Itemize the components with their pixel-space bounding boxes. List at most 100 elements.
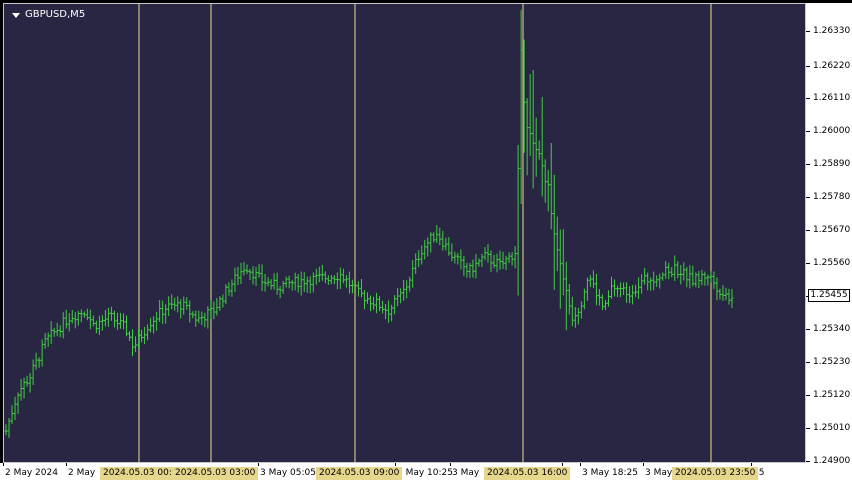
price-tick bbox=[806, 362, 810, 363]
symbol-label: GBPUSD,M5 bbox=[25, 9, 86, 20]
ohlc-bar bbox=[405, 280, 409, 299]
price-tick bbox=[806, 230, 810, 231]
ohlc-bar bbox=[706, 274, 710, 286]
ohlc-bar bbox=[25, 375, 29, 387]
ohlc-bar bbox=[676, 261, 680, 279]
ohlc-bar bbox=[682, 262, 686, 281]
ohlc-bar bbox=[634, 284, 638, 297]
ohlc-bar bbox=[552, 174, 556, 290]
ohlc-bar bbox=[359, 279, 363, 298]
triangle-down-icon[interactable] bbox=[12, 12, 20, 18]
ohlc-bar bbox=[137, 328, 141, 349]
price-tick bbox=[806, 395, 810, 396]
ohlc-bar bbox=[600, 294, 604, 311]
ohlc-bar bbox=[655, 275, 659, 287]
ohlc-bar bbox=[49, 321, 53, 344]
price-chart[interactable] bbox=[4, 4, 805, 462]
ohlc-bar bbox=[465, 262, 469, 278]
time-label: 2 May 2024 bbox=[5, 468, 58, 478]
time-tick bbox=[450, 463, 451, 466]
ohlc-bar bbox=[338, 267, 342, 289]
ohlc-bar bbox=[134, 336, 138, 352]
ohlc-bar bbox=[522, 39, 526, 153]
ohlc-bar bbox=[724, 287, 728, 301]
ohlc-bar bbox=[350, 279, 354, 294]
ohlc-bar bbox=[727, 288, 731, 305]
ohlc-bar bbox=[308, 276, 312, 294]
ohlc-bar bbox=[149, 317, 153, 333]
vertical-line-label[interactable]: 2024.05.03 23:50 bbox=[672, 467, 759, 480]
ohlc-bar bbox=[447, 237, 451, 256]
ohlc-bar bbox=[365, 292, 369, 304]
ohlc-bar bbox=[616, 285, 620, 298]
ohlc-bar bbox=[697, 271, 701, 289]
ohlc-bar bbox=[679, 264, 683, 285]
time-tick bbox=[643, 463, 644, 466]
ohlc-bar bbox=[670, 267, 674, 278]
ohlc-bar bbox=[272, 273, 276, 290]
ohlc-bar bbox=[399, 288, 403, 304]
ohlc-bar bbox=[82, 311, 86, 318]
ohlc-bar bbox=[115, 312, 119, 330]
ohlc-bar bbox=[341, 268, 345, 284]
time-label: 3 May 18:25 bbox=[582, 468, 638, 478]
price-tick bbox=[806, 263, 810, 264]
ohlc-bar bbox=[64, 309, 68, 329]
ohlc-bar bbox=[179, 299, 183, 319]
ohlc-bar bbox=[353, 282, 357, 293]
ohlc-bar bbox=[555, 216, 559, 272]
symbol-dropdown[interactable]: GBPUSD,M5 bbox=[12, 9, 85, 21]
time-tick bbox=[751, 463, 752, 466]
ohlc-bar bbox=[194, 310, 198, 327]
ohlc-bar bbox=[167, 296, 171, 316]
vertical-line-label[interactable]: 2024.05.03 03:00 bbox=[172, 467, 259, 480]
ohlc-bar bbox=[118, 312, 122, 329]
ohlc-bar bbox=[206, 306, 210, 329]
price-tick bbox=[806, 197, 810, 198]
ohlc-bar bbox=[332, 274, 336, 285]
ohlc-bar bbox=[426, 237, 430, 257]
vertical-line-label[interactable]: 2024.05.03 09:00 bbox=[316, 467, 403, 480]
ohlc-bar bbox=[326, 275, 330, 285]
ohlc-bar bbox=[474, 253, 478, 279]
ohlc-bar bbox=[356, 281, 360, 297]
price-tick bbox=[806, 98, 810, 99]
ohlc-bar bbox=[477, 258, 481, 267]
ohlc-bar bbox=[441, 231, 445, 251]
time-label: 3 May bbox=[452, 468, 480, 478]
ohlc-bar bbox=[185, 297, 189, 310]
ohlc-bar bbox=[387, 300, 391, 323]
ohlc-bar bbox=[176, 296, 180, 313]
ohlc-bar bbox=[112, 310, 116, 328]
ohlc-bar bbox=[613, 279, 617, 297]
ohlc-bar bbox=[239, 262, 243, 285]
ohlc-bar bbox=[561, 229, 565, 296]
price-tick bbox=[806, 164, 810, 165]
ohlc-bar bbox=[492, 254, 496, 269]
ohlc-bar bbox=[197, 310, 201, 324]
plot-area[interactable]: GBPUSD,M5 bbox=[3, 3, 806, 463]
ohlc-bar bbox=[263, 273, 267, 292]
ohlc-bar bbox=[591, 270, 595, 289]
ohlc-bar bbox=[34, 352, 38, 370]
ohlc-bar bbox=[685, 266, 689, 288]
ohlc-bar bbox=[245, 264, 249, 275]
ohlc-bar bbox=[40, 339, 44, 367]
ohlc-bar bbox=[88, 309, 92, 330]
ohlc-bar bbox=[594, 273, 598, 306]
price-label: 1.25340 bbox=[813, 324, 851, 334]
ohlc-bar bbox=[450, 243, 454, 262]
ohlc-bar bbox=[709, 271, 713, 283]
price-axis[interactable]: 1.26330 1.26220 1.26110 1.26000 1.25890 1.257… bbox=[806, 3, 852, 466]
ohlc-bar bbox=[203, 312, 207, 328]
ohlc-bar bbox=[468, 263, 472, 278]
ohlc-bar bbox=[721, 285, 725, 301]
ohlc-bar bbox=[730, 288, 734, 309]
ohlc-bar bbox=[19, 378, 23, 401]
ohlc-bar bbox=[483, 247, 487, 261]
vertical-line-label[interactable]: 2024.05.03 00:0 bbox=[100, 467, 181, 480]
vertical-line-label[interactable]: 2024.05.03 16:00 bbox=[484, 467, 571, 480]
time-axis[interactable]: 2 May 2024 2 May 3 May 05:05 3 May 10:25 3 M… bbox=[0, 463, 852, 484]
ohlc-bar bbox=[281, 281, 285, 294]
